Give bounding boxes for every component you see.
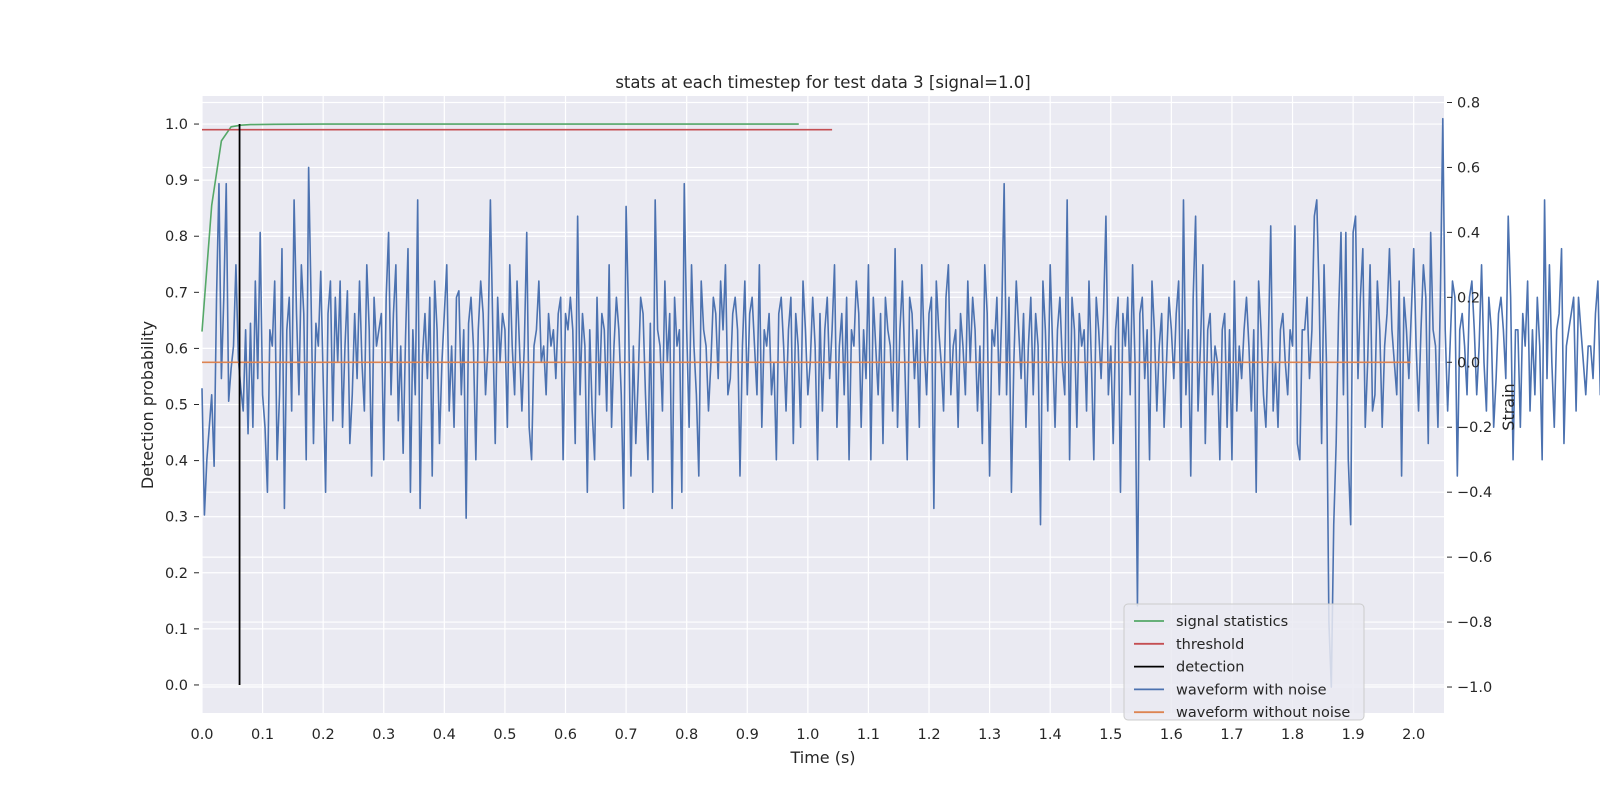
y-right-tick-label: −1.0 [1457,680,1492,696]
x-tick-label: 0.2 [312,727,335,743]
y-right-tick-label: 0.8 [1457,95,1480,111]
y-left-tick-label: 0.4 [165,454,188,470]
signal-statistics-line [201,123,799,332]
chart-title: stats at each timestep for test data 3 [… [615,73,1030,92]
x-axis-label: Time (s) [789,748,855,767]
x-tick-label: 0.4 [433,727,456,743]
x-tick-label: 1.3 [978,727,1001,743]
legend-label: waveform without noise [1176,705,1350,721]
legend-label: waveform with noise [1176,682,1327,698]
y-right-tick-label: 0.4 [1457,225,1480,241]
legend-label: detection [1176,660,1244,676]
y-right-tick-label: 0.6 [1457,160,1480,176]
y-left-tick-label: 0.7 [165,285,188,301]
x-tick-label: 1.9 [1342,727,1365,743]
x-tick-label: 2.0 [1402,727,1425,743]
x-tick-label: 0.5 [493,727,516,743]
legend-label: threshold [1176,637,1244,653]
x-tick-label: 1.5 [1099,727,1122,743]
y-right-tick-label: −0.6 [1457,550,1492,566]
x-tick-label: 0.1 [251,727,274,743]
x-tick-label: 0.8 [675,727,698,743]
y-right-tick-label: 0.0 [1457,355,1480,371]
x-tick-label: 1.2 [917,727,940,743]
y-axis-right-label: Strain [1499,383,1518,430]
waveform-with-noise-line [201,117,1600,688]
x-tick-label: 0.3 [372,727,395,743]
legend-label: signal statistics [1176,614,1288,630]
y-right-tick-label: −0.4 [1457,485,1492,501]
series-layer [201,117,1600,688]
y-left-tick-label: 0.3 [165,510,188,526]
legend-box [1123,603,1365,721]
y-left-tick-label: 0.5 [165,398,188,414]
x-tick-label: 1.8 [1281,727,1304,743]
y-left-tick-label: 1.0 [165,117,188,133]
y-right-tick-label: −0.2 [1457,420,1492,436]
x-tick-label: 0.7 [615,727,638,743]
y-left-tick-label: 0.1 [165,622,188,638]
y-right-tick-label: −0.8 [1457,615,1492,631]
x-tick-label: 1.0 [796,727,819,743]
y-left-tick-label: 0.8 [165,229,188,245]
y-axis-left-label: Detection probability [138,321,157,489]
y-right-tick-label: 0.2 [1457,290,1480,306]
x-tick-label: 1.6 [1160,727,1183,743]
x-tick-label: 0.0 [190,727,213,743]
y-left-tick-label: 0.0 [165,678,188,694]
x-tick-label: 0.9 [736,727,759,743]
x-tick-label: 1.7 [1220,727,1243,743]
y-left-tick-label: 0.2 [165,566,188,582]
x-tick-label: 0.6 [554,727,577,743]
legend: signal statistics threshold detection wavef… [1123,603,1365,721]
y-left-tick-label: 0.9 [165,173,188,189]
y-left-tick-label: 0.6 [165,341,188,357]
axes: 0.0 0.1 0.2 0.3 0.4 0.5 0.6 0.7 0.8 0.9 1.0 1.1 1.2 1… [165,95,1492,743]
x-tick-label: 1.4 [1039,727,1062,743]
x-tick-label: 1.1 [857,727,880,743]
